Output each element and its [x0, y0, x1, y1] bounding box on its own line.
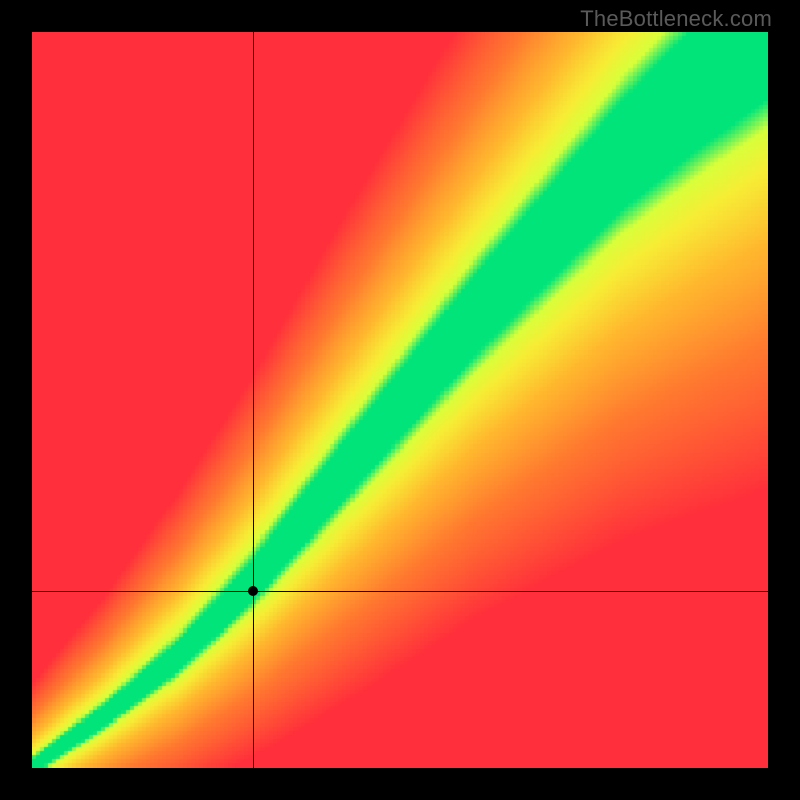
crosshair-horizontal [32, 591, 768, 592]
crosshair-vertical [253, 32, 254, 768]
watermark-text: TheBottleneck.com [580, 6, 772, 32]
selected-point-marker [248, 586, 258, 596]
bottleneck-heatmap [32, 32, 768, 768]
plot-area [32, 32, 768, 768]
